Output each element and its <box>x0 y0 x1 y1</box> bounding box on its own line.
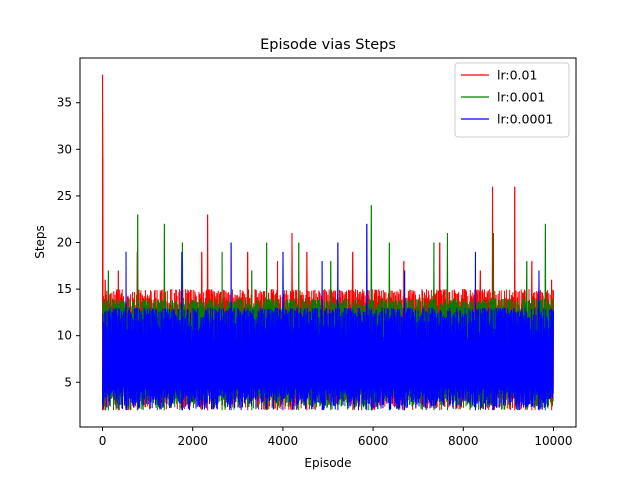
x-tick-label: 4000 <box>268 434 299 448</box>
x-axis-label: Episode <box>304 456 351 470</box>
legend: lr:0.01 lr:0.001 lr:0.0001 <box>454 62 570 138</box>
x-tick-label: 10000 <box>534 434 572 448</box>
x-tick-label: 0 <box>99 434 107 448</box>
y-tick-label: 25 <box>57 189 72 203</box>
legend-label: lr:0.01 <box>497 68 537 83</box>
y-tick-label: 10 <box>57 329 72 343</box>
x-tick-label: 8000 <box>448 434 479 448</box>
series-line <box>102 223 554 411</box>
x-tick-label: 2000 <box>177 434 208 448</box>
y-tick-label: 35 <box>57 96 72 110</box>
y-tick-label: 15 <box>57 282 72 296</box>
y-tick-label: 20 <box>57 236 72 250</box>
x-axis-ticks: 0 2000 4000 6000 8000 10000 <box>99 427 573 448</box>
y-axis-label: Steps <box>33 225 47 259</box>
chart-title: Episode vias Steps <box>260 37 396 53</box>
y-axis-ticks: 5 10 15 20 25 30 35 <box>57 96 80 389</box>
y-tick-label: 30 <box>57 142 72 156</box>
legend-label: lr:0.0001 <box>497 112 553 127</box>
y-tick-label: 5 <box>64 375 72 389</box>
x-tick-label: 6000 <box>358 434 389 448</box>
legend-label: lr:0.001 <box>497 90 545 105</box>
plot-series <box>102 74 554 411</box>
